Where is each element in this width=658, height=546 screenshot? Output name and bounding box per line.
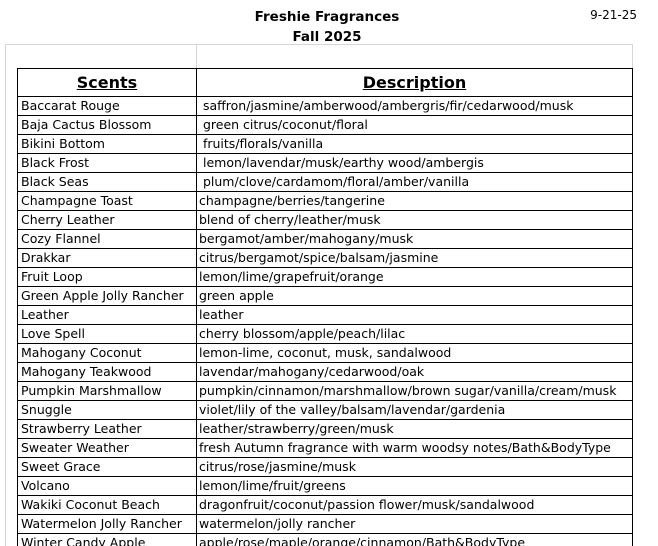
table-row: Pumpkin Marshmallow pumpkin/cinnamon/mars… <box>17 381 633 401</box>
scent-cell: Baja Cactus Blossom <box>17 115 197 135</box>
description-cell: apple/rose/maple/orange/cinnamon/Bath&Bo… <box>196 533 633 546</box>
table-header-row: Scents Description <box>17 68 633 97</box>
scent-cell: Cozy Flannel <box>17 229 197 249</box>
table-row: Snuggle violet/lily of the valley/balsam/… <box>17 400 633 420</box>
description-cell: leather/strawberry/green/musk <box>196 419 633 439</box>
table-row: Watermelon Jolly Rancher watermelon/jolly… <box>17 514 633 534</box>
scent-cell: Pumpkin Marshmallow <box>17 381 197 401</box>
table-row: Baja Cactus Blossom green citrus/coconut… <box>17 115 633 135</box>
description-cell: pumpkin/cinnamon/marshmallow/brown sugar… <box>196 381 633 401</box>
description-cell: watermelon/jolly rancher <box>196 514 633 534</box>
table-row: Black Frost lemon/lavendar/musk/earthy w… <box>17 153 633 173</box>
table-row: Winter Candy Apple apple/rose/maple/orang… <box>17 533 633 546</box>
description-cell: violet/lily of the valley/balsam/lavenda… <box>196 400 633 420</box>
table-row: Fruit Loop lemon/lime/grapefruit/orange <box>17 267 633 287</box>
description-cell: leather <box>196 305 633 325</box>
table-row: Green Apple Jolly Rancher green apple <box>17 286 633 306</box>
description-cell: plum/clove/cardamom/floral/amber/vanilla <box>196 172 633 192</box>
scent-cell: Drakkar <box>17 248 197 268</box>
gridline-right-above <box>632 44 633 68</box>
description-cell: citrus/bergamot/spice/balsam/jasmine <box>196 248 633 268</box>
scent-cell: Black Seas <box>17 172 197 192</box>
scent-cell: Wakiki Coconut Beach <box>17 495 197 515</box>
description-cell: lavendar/mahogany/cedarwood/oak <box>196 362 633 382</box>
description-cell: lemon-lime, coconut, musk, sandalwood <box>196 343 633 363</box>
table-row: Sweet Grace citrus/rose/jasmine/musk <box>17 457 633 477</box>
scent-cell: Strawberry Leather <box>17 419 197 439</box>
scent-cell: Watermelon Jolly Rancher <box>17 514 197 534</box>
description-cell: dragonfruit/coconut/passion flower/musk/… <box>196 495 633 515</box>
table-row: Sweater Weather fresh Autumn fragrance wi… <box>17 438 633 458</box>
scent-cell: Cherry Leather <box>17 210 197 230</box>
fragrance-table: Scents Description Baccarat Rouge saffro… <box>17 68 633 546</box>
table-row: Champagne Toast champagne/berries/tangeri… <box>17 191 633 211</box>
scents-column-header: Scents <box>17 68 197 97</box>
scent-cell: Snuggle <box>17 400 197 420</box>
table-row: Love Spell cherry blossom/apple/peach/lil… <box>17 324 633 344</box>
description-cell: citrus/rose/jasmine/musk <box>196 457 633 477</box>
description-cell: cherry blossom/apple/peach/lilac <box>196 324 633 344</box>
description-cell: champagne/berries/tangerine <box>196 191 633 211</box>
scent-cell: Winter Candy Apple <box>17 533 197 546</box>
table-row: Mahogany Teakwood lavendar/mahogany/cedar… <box>17 362 633 382</box>
scent-cell: Sweater Weather <box>17 438 197 458</box>
table-row: Volcano lemon/lime/fruit/greens <box>17 476 633 496</box>
scent-cell: Volcano <box>17 476 197 496</box>
scent-cell: Champagne Toast <box>17 191 197 211</box>
scent-cell: Leather <box>17 305 197 325</box>
gridline-column-divider-above <box>196 44 197 68</box>
scent-cell: Fruit Loop <box>17 267 197 287</box>
table-row: Cozy Flannel bergamot/amber/mahogany/musk <box>17 229 633 249</box>
description-cell: fruits/florals/vanilla <box>196 134 633 154</box>
table-row: Baccarat Rouge saffron/jasmine/amberwood… <box>17 96 633 116</box>
description-column-header: Description <box>196 68 633 97</box>
page-title: Freshie Fragrances <box>254 9 400 25</box>
description-cell: blend of cherry/leather/musk <box>196 210 633 230</box>
scent-cell: Sweet Grace <box>17 457 197 477</box>
page-subtitle: Fall 2025 <box>292 29 362 45</box>
table-row: Mahogany Coconut lemon-lime, coconut, mus… <box>17 343 633 363</box>
description-cell: bergamot/amber/mahogany/musk <box>196 229 633 249</box>
table-row: Wakiki Coconut Beach dragonfruit/coconut/… <box>17 495 633 515</box>
table-row: Strawberry Leather leather/strawberry/gre… <box>17 419 633 439</box>
description-cell: green citrus/coconut/floral <box>196 115 633 135</box>
description-cell: saffron/jasmine/amberwood/ambergris/fir/… <box>196 96 633 116</box>
table-body: Baccarat Rouge saffron/jasmine/amberwood… <box>17 96 633 546</box>
scent-cell: Bikini Bottom <box>17 134 197 154</box>
table-row: Black Seas plum/clove/cardamom/floral/am… <box>17 172 633 192</box>
table-row: Cherry Leather blend of cherry/leather/mu… <box>17 210 633 230</box>
description-cell: lemon/lavendar/musk/earthy wood/ambergis <box>196 153 633 173</box>
scent-cell: Mahogany Coconut <box>17 343 197 363</box>
scent-cell: Green Apple Jolly Rancher <box>17 286 197 306</box>
scent-cell: Mahogany Teakwood <box>17 362 197 382</box>
table-row: Drakkar citrus/bergamot/spice/balsam/jasm… <box>17 248 633 268</box>
description-cell: green apple <box>196 286 633 306</box>
description-cell: fresh Autumn fragrance with warm woodsy … <box>196 438 633 458</box>
scent-cell: Black Frost <box>17 153 197 173</box>
table-row: Bikini Bottom fruits/florals/vanilla <box>17 134 633 154</box>
description-cell: lemon/lime/fruit/greens <box>196 476 633 496</box>
description-cell: lemon/lime/grapefruit/orange <box>196 267 633 287</box>
scent-cell: Baccarat Rouge <box>17 96 197 116</box>
gridline-left-vertical <box>5 44 6 546</box>
table-row: Leather leather <box>17 305 633 325</box>
scent-cell: Love Spell <box>17 324 197 344</box>
date-label: 9-21-25 <box>590 8 637 22</box>
gridline-top-horizontal <box>5 44 633 45</box>
